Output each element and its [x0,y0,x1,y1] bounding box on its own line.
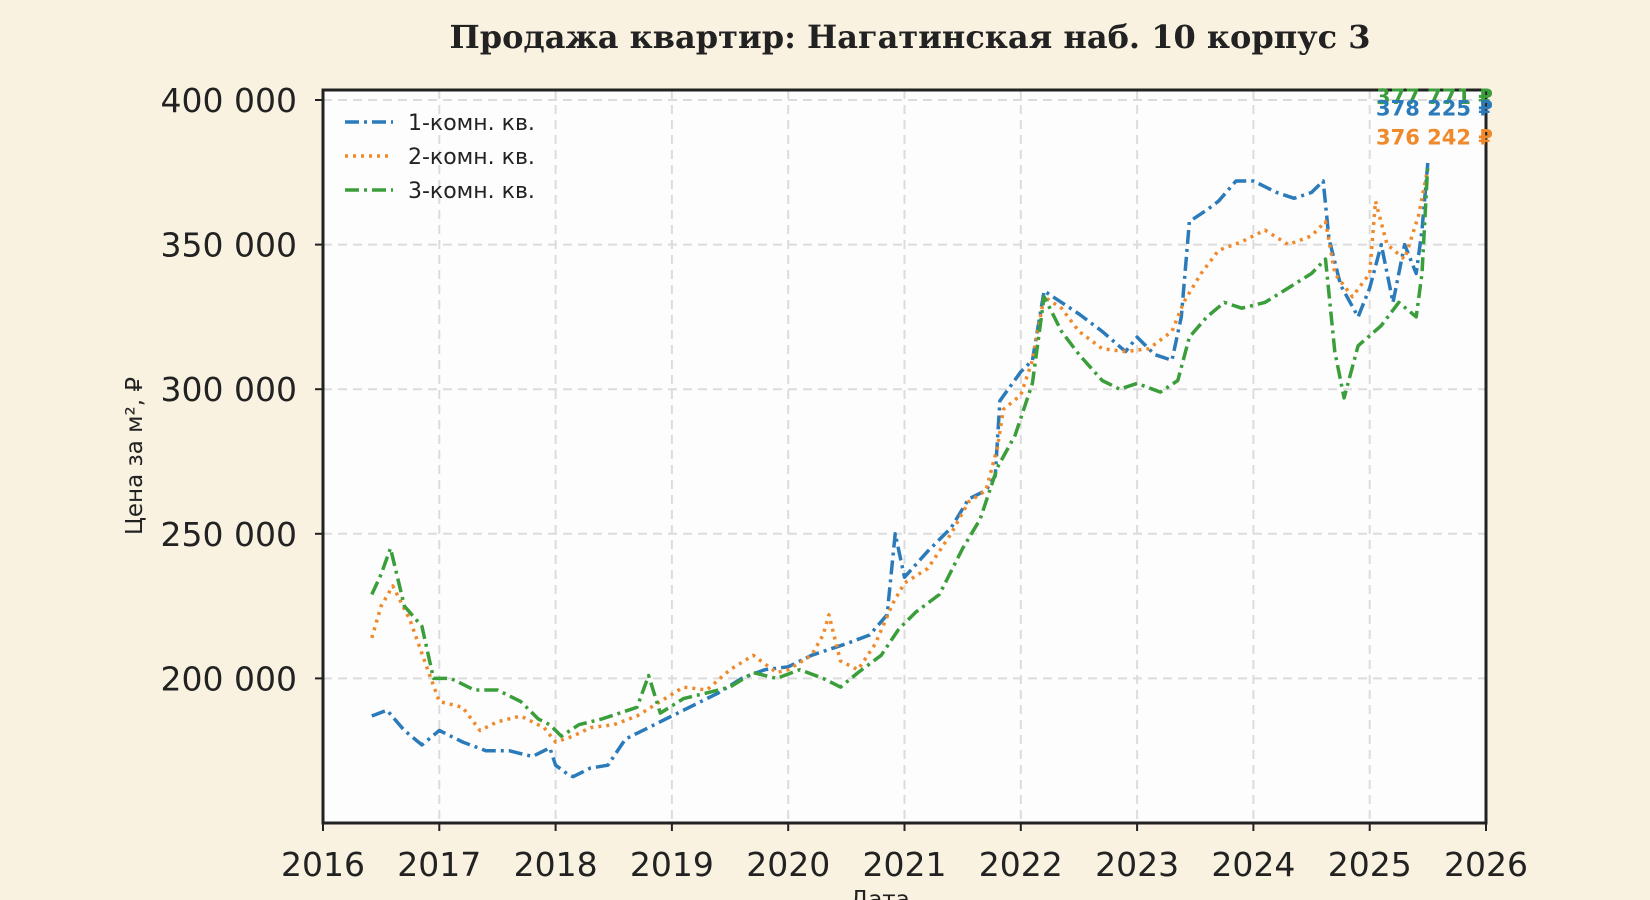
legend-label-2: 2-комн. кв. [408,145,535,170]
x-tick-label: 2016 [281,845,365,884]
y-tick-label: 300 000 [161,370,297,409]
end-labels: 377 771 ₽378 225 ₽ 376 242 ₽ [1376,85,1493,149]
x-tick-label: 2020 [746,845,830,884]
y-tick-label: 350 000 [161,226,297,265]
end-value-label-1: 378 225 ₽ [1376,97,1493,121]
chart-title: Продажа квартир: Нагатинская наб. 10 кор… [449,18,1370,56]
x-axis: 2016 2017 2018 2019 2020 2021 2022 2023 2024 2025… [281,823,1528,884]
series-line-3 [370,164,1430,738]
end-value-label-3: 377 771 ₽ [1376,85,1493,109]
x-tick-label: 2021 [863,845,947,884]
y-axis: 200 000 250 000 300 000 350 000 400 000 [161,81,323,698]
y-axis-label: Цена за м², ₽ [122,377,148,535]
x-tick-label: 2022 [979,845,1063,884]
y-tick-label: 400 000 [161,81,297,120]
x-tick-label: 2023 [1095,845,1179,884]
grid [323,90,1486,823]
x-tick-label: 2024 [1211,845,1295,884]
x-tick-label: 2026 [1444,845,1528,884]
x-axis-label: Дата [850,887,910,900]
y-tick-label: 200 000 [161,659,297,698]
legend: 1-комн. кв. 2-комн. кв. 3-комн. кв. [345,111,535,204]
x-tick-label: 2019 [630,845,714,884]
end-value-label-2: 376 242 ₽ [1376,125,1493,149]
series-line-1 [371,162,1430,779]
x-tick-label: 2018 [514,845,598,884]
legend-label-1: 1-комн. кв. [408,111,535,136]
legend-label-3: 3-комн. кв. [408,179,535,204]
y-tick-label: 250 000 [161,515,297,554]
series-line-2 [370,168,1430,744]
series-lines [370,162,1430,779]
x-tick-label: 2017 [397,845,481,884]
x-tick-label: 2025 [1328,845,1412,884]
